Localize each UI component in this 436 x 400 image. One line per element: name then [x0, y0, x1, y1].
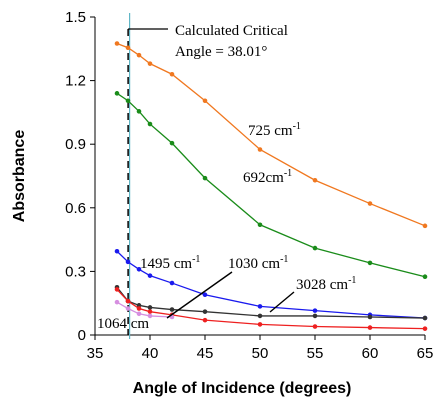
- y-axis-title: Absorbance: [11, 130, 28, 223]
- data-point-2-5: [202, 292, 208, 298]
- series-3: [114, 285, 428, 321]
- data-point-0-4: [169, 71, 175, 77]
- data-point-2-0: [114, 248, 120, 254]
- data-point-3-6: [257, 313, 263, 319]
- label-1030: 1030 cm-1: [228, 254, 288, 272]
- series-0: [114, 41, 428, 229]
- x-tick-label-40: 40: [142, 345, 159, 362]
- series-5: [114, 299, 175, 320]
- y-tick-label-1.5: 1.5: [65, 9, 86, 26]
- x-tick-label-45: 45: [197, 345, 214, 362]
- data-point-0-3: [147, 61, 153, 66]
- data-point-3-3: [147, 305, 153, 310]
- annotations: Calculated Critical Angle = 38.01° 725 cm-…: [97, 23, 356, 332]
- series-line-3: [116, 286, 426, 319]
- series-1: [114, 91, 428, 280]
- y-tick-label-0.9: 0.9: [65, 136, 86, 153]
- data-point-0-8: [367, 201, 373, 206]
- series-layer: [114, 41, 428, 331]
- data-point-0-5: [202, 98, 208, 104]
- data-point-1-3: [147, 121, 153, 127]
- data-point-1-1: [125, 98, 131, 104]
- data-point-4-2: [136, 306, 142, 311]
- data-point-2-6: [257, 304, 263, 309]
- data-point-0-0: [114, 41, 120, 46]
- label-3028: 3028 cm-1: [296, 275, 356, 293]
- data-point-2-7: [312, 308, 318, 313]
- data-point-0-7: [312, 177, 318, 183]
- data-point-1-9: [422, 274, 428, 280]
- data-point-1-2: [136, 109, 142, 114]
- data-point-5-1: [125, 306, 131, 311]
- data-point-4-5: [202, 317, 208, 323]
- data-point-4-1: [125, 298, 131, 304]
- critical-label-line2: Angle = 38.01°: [175, 44, 267, 60]
- y-tick-label-1.2: 1.2: [65, 73, 86, 90]
- data-point-4-9: [422, 326, 428, 331]
- label-1064: 1064 cm: [97, 316, 149, 332]
- data-point-1-6: [257, 222, 263, 228]
- data-point-1-7: [312, 245, 318, 251]
- series-line-1: [116, 92, 426, 278]
- data-point-3-5: [202, 309, 208, 314]
- x-axis-title: Angle of Incidence (degrees): [133, 380, 352, 397]
- leader-3028: [269, 291, 295, 313]
- label-725: 725 cm-1: [248, 121, 301, 139]
- data-point-4-8: [367, 325, 373, 330]
- data-point-4-7: [312, 324, 318, 329]
- y-tick-label-0.3: 0.3: [65, 263, 86, 280]
- label-1495: 1495 cm-1: [140, 254, 200, 272]
- series-line-0: [116, 42, 426, 227]
- data-point-3-9: [422, 315, 428, 321]
- data-point-0-6: [257, 147, 263, 152]
- data-point-1-4: [169, 140, 175, 146]
- data-point-0-9: [422, 223, 428, 229]
- data-point-4-6: [257, 322, 263, 327]
- data-point-3-4: [169, 307, 175, 312]
- data-point-3-7: [312, 313, 318, 319]
- data-point-5-2: [136, 311, 142, 317]
- x-tick-label-50: 50: [252, 345, 269, 362]
- axes: 35 40 45 50 55 60 65 0 0.3 0.6 0.9 1.2 1.5: [65, 9, 433, 362]
- data-point-2-2: [136, 266, 142, 272]
- data-point-1-8: [367, 260, 373, 266]
- y-tick-label-0.6: 0.6: [65, 200, 86, 217]
- y-tick-label-0: 0: [78, 327, 86, 344]
- data-point-0-1: [125, 45, 131, 51]
- data-point-1-5: [202, 175, 208, 181]
- data-point-0-2: [136, 52, 142, 58]
- critical-label-line1: Calculated Critical: [175, 23, 288, 39]
- series-line-2: [116, 250, 426, 319]
- data-point-4-3: [147, 309, 153, 314]
- data-point-1-0: [114, 91, 120, 96]
- data-point-4-0: [114, 287, 120, 292]
- series-4: [114, 287, 428, 331]
- series-line-4: [116, 288, 426, 330]
- data-point-2-3: [147, 273, 153, 278]
- data-point-3-8: [367, 314, 373, 320]
- data-point-2-1: [125, 259, 131, 265]
- data-point-5-0: [114, 299, 120, 305]
- x-tick-label-55: 55: [307, 345, 324, 362]
- leader-1030: [166, 271, 233, 319]
- data-point-3-2: [136, 303, 142, 308]
- label-692: 692cm-1: [243, 168, 292, 186]
- x-tick-label-35: 35: [87, 345, 104, 362]
- data-point-5-3: [147, 313, 153, 319]
- x-tick-label-65: 65: [417, 345, 434, 362]
- data-point-2-4: [169, 280, 175, 286]
- x-tick-label-60: 60: [362, 345, 379, 362]
